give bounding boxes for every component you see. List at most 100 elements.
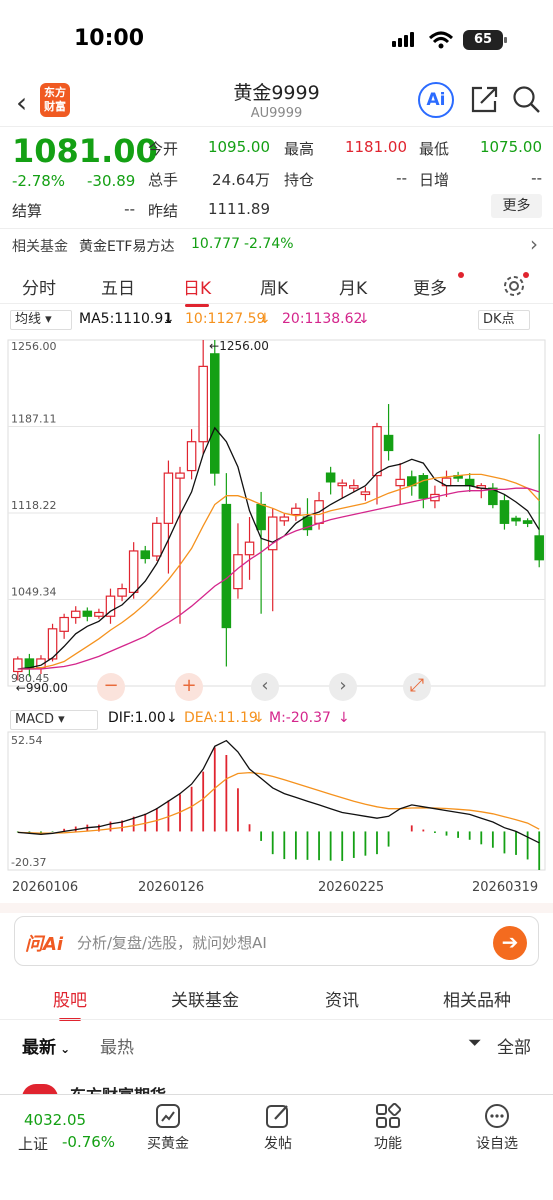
candle-body: [499, 500, 510, 524]
fullscreen-icon[interactable]: ⤢: [403, 673, 431, 701]
grid-icon: [376, 1102, 402, 1128]
macd-select[interactable]: MACD ▾: [10, 710, 98, 730]
sort-latest[interactable]: 最新 ⌄: [22, 1033, 70, 1058]
candle: [186, 429, 197, 480]
arrow-down-icon: ↓: [259, 311, 271, 327]
search-icon[interactable]: [512, 84, 542, 114]
nav-post[interactable]: 发帖: [243, 1103, 313, 1153]
edit-icon: [266, 1105, 288, 1128]
candle: [128, 542, 139, 599]
arrow-left-icon[interactable]: ‹: [251, 673, 279, 701]
nav-post-label: 发帖: [264, 1136, 292, 1152]
candle-body: [267, 516, 278, 551]
candle-body: [70, 610, 81, 619]
candle: [105, 588, 116, 624]
candle: [395, 463, 405, 505]
candle: [175, 466, 185, 624]
related-fund-price: 10.777: [191, 236, 240, 252]
candle: [534, 434, 544, 568]
ma-indicator-bar: 均线 ▾ MA5:1110.91 ↓ 10:1127.59 ↓ 20:1138.…: [0, 308, 553, 332]
candle-body: [117, 588, 127, 597]
macd-chart[interactable]: 52.54 -20.37 20260106 20260126 20260225 20260…: [0, 730, 553, 900]
tab-five-day[interactable]: 五日: [101, 279, 135, 299]
arrow-right-icon[interactable]: ›: [329, 673, 357, 701]
share-icon[interactable]: [470, 84, 498, 114]
index-name[interactable]: 上证: [18, 1135, 49, 1153]
tab-weekly-k[interactable]: 周K: [260, 279, 289, 299]
candle: [210, 340, 220, 486]
nav-add-watchlist-label: 设自选: [476, 1136, 518, 1152]
x-tick-label: 20260126: [138, 880, 204, 895]
tab-related-funds[interactable]: 关联基金: [171, 991, 239, 1011]
candlestick-chart[interactable]: 1256.00 1187.11 1118.22 1049.34 980.45 ←1256.…: [0, 334, 553, 704]
candle: [140, 545, 151, 564]
filter-all[interactable]: 全部: [497, 1038, 531, 1058]
index-pct[interactable]: -0.76%: [62, 1133, 116, 1151]
tab-more[interactable]: 更多: [413, 279, 447, 299]
more-button[interactable]: 更多: [491, 194, 542, 218]
candle: [464, 473, 475, 492]
ma10-value: 10:1127.59: [185, 311, 266, 327]
index-value[interactable]: 4032.05: [24, 1111, 87, 1129]
candle-body: [488, 487, 498, 506]
tab-intraday[interactable]: 分时: [22, 279, 56, 299]
tab-monthly-k[interactable]: 月K: [339, 279, 368, 299]
low-value: 1075.00: [479, 138, 542, 156]
settings-gear-icon[interactable]: [502, 274, 526, 298]
arrow-down-icon: ↓: [253, 710, 265, 726]
bottom-navigation: 4032.05 上证 -0.76% 买黄金 发帖 功能 设自选: [0, 1094, 553, 1200]
nav-buy-gold[interactable]: 买黄金: [133, 1103, 203, 1153]
ma-line-ma5: [17, 426, 540, 670]
instrument-code: AU9999: [250, 106, 303, 121]
candle-body: [221, 503, 232, 629]
ai-assistant-button[interactable]: Ai: [418, 82, 454, 118]
send-arrow-icon[interactable]: ➔: [493, 926, 527, 960]
x-tick-label: 20260106: [12, 880, 78, 895]
candle-body: [418, 475, 429, 499]
zoom-out-icon[interactable]: −: [97, 673, 125, 701]
high-annotation: ←1256.00: [209, 339, 269, 353]
filter-icon[interactable]: ⏷: [468, 1033, 482, 1053]
candle: [59, 613, 69, 639]
sort-hot[interactable]: 最热: [100, 1038, 134, 1058]
y-tick-label: 1118.22: [11, 499, 57, 512]
candle-body: [186, 441, 197, 472]
zoom-in-icon[interactable]: +: [175, 673, 203, 701]
dif-value: DIF:1.00: [108, 710, 166, 726]
candle: [325, 466, 336, 495]
indicator-select[interactable]: 均线 ▾: [10, 310, 72, 330]
y-tick-label: 52.54: [11, 734, 43, 747]
candle: [488, 483, 498, 509]
high-label: 最高: [284, 140, 315, 158]
related-fund-row[interactable]: 相关基金 黄金ETF易方达 10.777 -2.74% ›: [0, 230, 553, 260]
ma-line-ma10: [17, 473, 540, 670]
candle-body: [94, 611, 104, 617]
tab-daily-k[interactable]: 日K: [183, 274, 211, 307]
candle: [244, 517, 255, 580]
feed-author[interactable]: 东方财富期货: [70, 1082, 166, 1094]
y-tick-label: 1256.00: [11, 340, 57, 353]
tab-news[interactable]: 资讯: [325, 991, 359, 1011]
app-logo[interactable]: 东方财富: [40, 83, 70, 117]
tab-related-products[interactable]: 相关品种: [443, 991, 511, 1011]
arrow-down-icon: ↓: [338, 710, 350, 726]
ask-ai-input[interactable]: 分析/复盘/选股，就问妙想AI: [77, 934, 267, 952]
candle-body: [337, 482, 347, 487]
arrow-down-icon: ↓: [358, 311, 370, 327]
tab-guba[interactable]: 股吧: [53, 986, 87, 1021]
chevron-left-icon[interactable]: ‹: [16, 86, 28, 119]
candle-body: [128, 550, 139, 593]
candle-body: [47, 628, 58, 660]
arrow-down-icon: ↓: [166, 710, 178, 726]
candle-body: [163, 472, 174, 524]
candle-body: [210, 353, 220, 474]
more-circle-icon: [485, 1104, 509, 1128]
related-fund-pct: -2.74%: [244, 236, 294, 252]
nav-functions[interactable]: 功能: [353, 1102, 423, 1153]
ma-line-ma20: [17, 487, 540, 670]
candle-body: [395, 478, 405, 487]
nav-add-watchlist[interactable]: 设自选: [462, 1103, 532, 1153]
dk-point-button[interactable]: DK点: [478, 310, 530, 330]
ask-ai-bar[interactable]: 问Ai 分析/复盘/选股，就问妙想AI ➔: [14, 916, 539, 966]
candle-body: [279, 516, 290, 522]
